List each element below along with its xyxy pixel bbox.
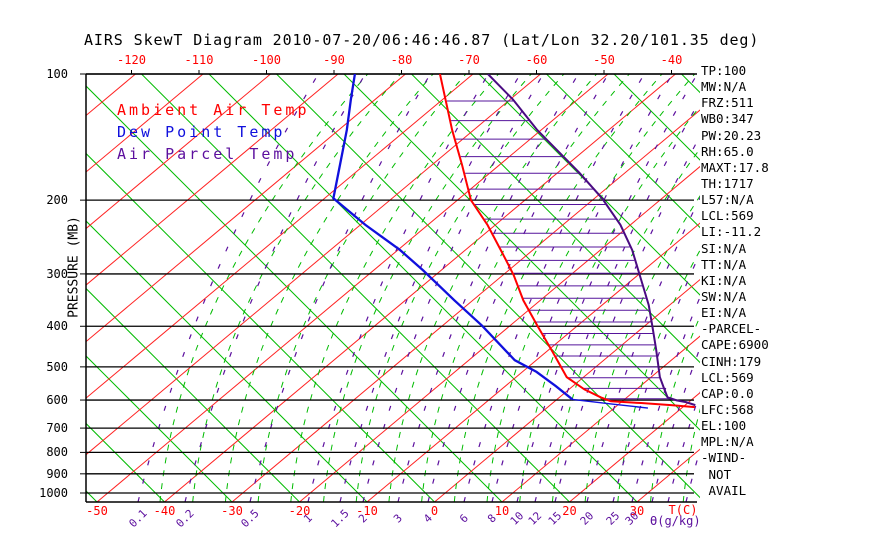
panel-line: CAP:0.0 (701, 385, 754, 401)
dew-point-temp-curve-tail (572, 398, 648, 409)
panel-line: TT:N/A (701, 256, 747, 272)
panel-line: LFC:568 (701, 401, 754, 417)
page-title: AIRS SkewT Diagram 2010-07-20/06:46:46.8… (84, 31, 760, 49)
panel-line: WB0:347 (701, 111, 754, 127)
panel-line: CAPE:6900 (701, 337, 769, 353)
panel-line: AVAIL (701, 482, 747, 498)
pressure-tick-label: 800 (46, 445, 68, 460)
panel-line: SI:N/A (701, 240, 747, 256)
top-temp-tick-label: -120 (117, 53, 146, 67)
pressure-tick-label: 200 (46, 193, 68, 208)
ambient-air-temp-curve (438, 74, 695, 409)
top-temp-tick-label: -110 (184, 53, 214, 67)
panel-line: FRZ:511 (701, 95, 754, 111)
panel-line: RH:65.0 (701, 143, 754, 159)
temp-unit-label: T(C) (668, 503, 698, 517)
bottom-temp-tick-label: -30 (221, 504, 243, 518)
bottom-temp-tick-label: 10 (494, 504, 510, 518)
top-temp-tick-label: -70 (458, 53, 480, 67)
dew-point-temp-curve (332, 74, 574, 401)
bottom-temp-tick-label: -50 (86, 504, 108, 518)
panel-line: PW:20.23 (701, 127, 762, 143)
pressure-tick-label: 400 (46, 319, 68, 334)
mixing-unit-label: ϴ(g/kg) (650, 514, 701, 528)
air-parcel-temp-curve (487, 74, 696, 407)
panel-line: EL:100 (701, 418, 747, 434)
panel-line: NOT (701, 466, 732, 482)
panel-line: -WIND- (701, 450, 747, 466)
pressure-tick-label: 900 (46, 466, 68, 481)
top-temp-tick-label: -50 (593, 53, 615, 67)
panel-line: MAXT:17.8 (701, 159, 769, 175)
sounding-indices-panel: TP:100 MW:N/A FRZ:511 WB0:347 PW:20.23 RH:65.… (701, 63, 769, 499)
panel-line: LCL:569 (701, 208, 754, 224)
panel-line: MPL:N/A (701, 434, 754, 450)
pressure-tick-label: 300 (46, 266, 68, 281)
panel-line: EI:N/A (701, 305, 747, 321)
panel-line: LCL:569 (701, 369, 754, 385)
panel-line: SW:N/A (701, 288, 747, 304)
bottom-temp-tick-label: 30 (629, 504, 645, 518)
panel-line: CINH:179 (701, 353, 762, 369)
top-temp-tick-label: -100 (252, 53, 281, 67)
panel-line: -PARCEL- (701, 321, 762, 337)
pressure-tick-label: 1000 (39, 486, 68, 500)
pressure-tick-label: 100 (46, 67, 68, 81)
top-temp-tick-label: -60 (525, 53, 548, 67)
bottom-temp-tick-label: -40 (153, 504, 176, 518)
pressure-grid (80, 70, 697, 503)
sounding-curves (332, 74, 696, 409)
panel-line: L57:N/A (701, 192, 754, 208)
legend-dew-point-temp: Dew Point Temp (117, 123, 286, 141)
pressure-tick-label: 700 (46, 421, 68, 436)
top-temp-tick-label: -40 (660, 53, 683, 67)
bottom-temp-tick-label: -10 (356, 504, 378, 518)
bottom-temp-tick-label: 20 (562, 504, 577, 518)
panel-line: MW:N/A (701, 79, 747, 95)
panel-line: TP:100 (701, 63, 747, 78)
top-temp-tick-label: -80 (390, 53, 413, 67)
background-grid (86, 74, 700, 502)
top-temp-tick-label: -90 (323, 53, 345, 67)
bottom-temp-tick-label: 0 (430, 504, 439, 518)
pressure-tick-label: 500 (46, 359, 68, 374)
pressure-axis-label: PRESSURE (MB) (66, 216, 82, 318)
panel-line: LI:-11.2 (701, 224, 762, 240)
panel-line: TH:1717 (701, 175, 754, 191)
cape-hatch-region (446, 100, 672, 400)
panel-line: KI:N/A (701, 272, 747, 288)
legend-ambient-air-temp: Ambient Air Temp (117, 101, 310, 119)
pressure-tick-label: 600 (46, 393, 68, 408)
bottom-temp-tick-label: -20 (288, 504, 311, 518)
legend-air-parcel-temp: Air Parcel Temp (117, 145, 298, 163)
